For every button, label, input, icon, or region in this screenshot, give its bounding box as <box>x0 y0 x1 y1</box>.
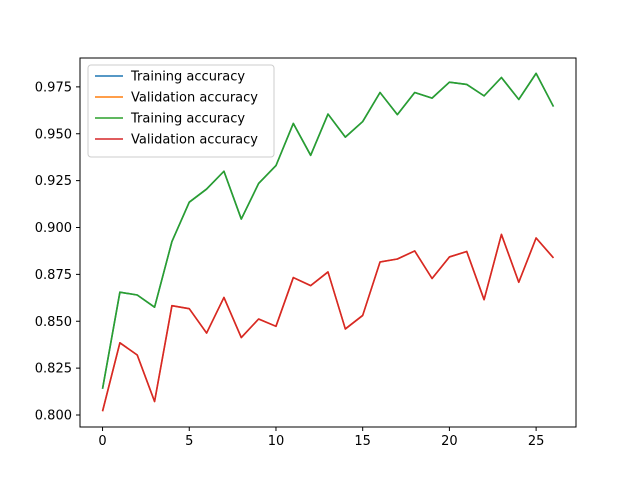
y-tick-label: 0.950 <box>35 127 72 142</box>
legend-label: Validation accuracy <box>131 91 258 106</box>
x-tick-label: 15 <box>354 434 371 449</box>
y-tick-label: 0.875 <box>35 268 72 283</box>
legend-label: Training accuracy <box>130 70 245 85</box>
series-line-4 <box>101 233 555 412</box>
y-tick-label: 0.800 <box>35 409 72 424</box>
series-layer <box>101 72 555 412</box>
x-tick-label: 25 <box>528 434 545 449</box>
x-tick-label: 5 <box>185 434 193 449</box>
x-tick-label: 0 <box>98 434 106 449</box>
series-line-3 <box>101 72 555 389</box>
y-tick-label: 0.850 <box>35 315 72 330</box>
x-axis: 0 5 10 15 20 25 <box>98 427 544 449</box>
y-tick-label: 0.825 <box>35 362 72 377</box>
y-axis: 0.800 0.825 0.850 0.875 0.900 0.925 0.950 0.975 <box>35 80 80 424</box>
plot-frame <box>79 57 577 428</box>
legend-label: Validation accuracy <box>131 133 258 148</box>
legend-box <box>87 64 275 158</box>
series-line-2 <box>101 233 555 412</box>
x-tick-label: 10 <box>268 434 285 449</box>
y-tick-label: 0.975 <box>35 80 72 95</box>
legend: Training accuracy Validation accuracy Trai… <box>87 64 275 158</box>
legend-label: Training accuracy <box>130 112 245 127</box>
y-tick-label: 0.900 <box>35 221 72 236</box>
y-tick-label: 0.925 <box>35 174 72 189</box>
x-tick-label: 20 <box>441 434 458 449</box>
